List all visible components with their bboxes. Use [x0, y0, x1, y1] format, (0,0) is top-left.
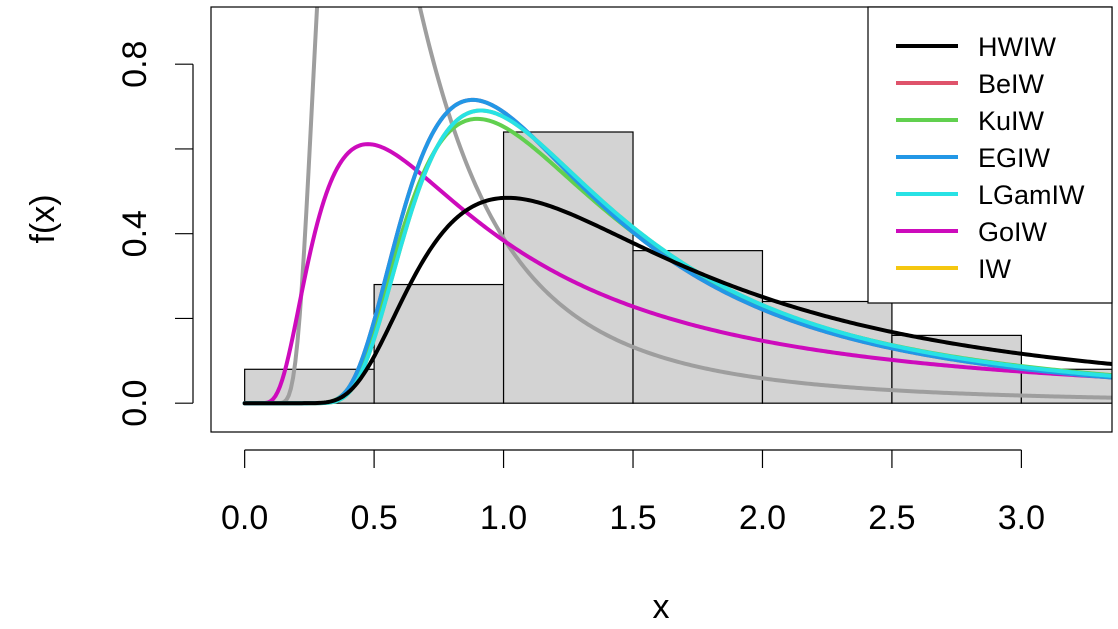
legend-label: GoIW — [978, 217, 1048, 247]
legend-label: LGamIW — [978, 180, 1085, 210]
legend-label: BeIW — [978, 69, 1045, 99]
y-tick-label: 0.8 — [116, 41, 154, 88]
x-tick-label: 0.0 — [221, 499, 268, 537]
y-tick-label: 0.0 — [116, 380, 154, 427]
legend: HWIW BeIW KuIW EGIW LGamIW GoIW IW — [867, 6, 1113, 304]
x-tick-label: 2.0 — [739, 499, 786, 537]
density-curve-hwiw — [242, 195, 1112, 406]
y-tick-label: 0.4 — [116, 210, 154, 257]
legend-label: IW — [978, 254, 1012, 284]
density-curves — [242, 7, 1112, 406]
y-axis: 0.0 0.4 0.8 — [116, 41, 194, 427]
histogram-bar — [373, 283, 505, 404]
legend-label: HWIW — [978, 32, 1056, 62]
x-tick-label: 2.5 — [868, 499, 915, 537]
x-tick-label: 0.5 — [350, 499, 397, 537]
density-curve-goiw — [242, 142, 1112, 406]
x-tick-label: 3.0 — [998, 499, 1045, 537]
density-curve-lgamiw — [242, 108, 1112, 406]
x-axis: 0.0 0.5 1.0 1.5 2.0 2.5 3.0 — [221, 449, 1045, 537]
y-axis-label: f(x) — [24, 194, 62, 243]
x-axis-label: x — [653, 588, 670, 626]
x-tick-label: 1.0 — [480, 499, 527, 537]
x-tick-label: 1.5 — [609, 499, 656, 537]
legend-label: KuIW — [978, 106, 1045, 136]
density-curve-egiw — [242, 97, 1112, 406]
legend-label: EGIW — [978, 143, 1051, 173]
density-curve-unlabeled — [242, 7, 1112, 406]
